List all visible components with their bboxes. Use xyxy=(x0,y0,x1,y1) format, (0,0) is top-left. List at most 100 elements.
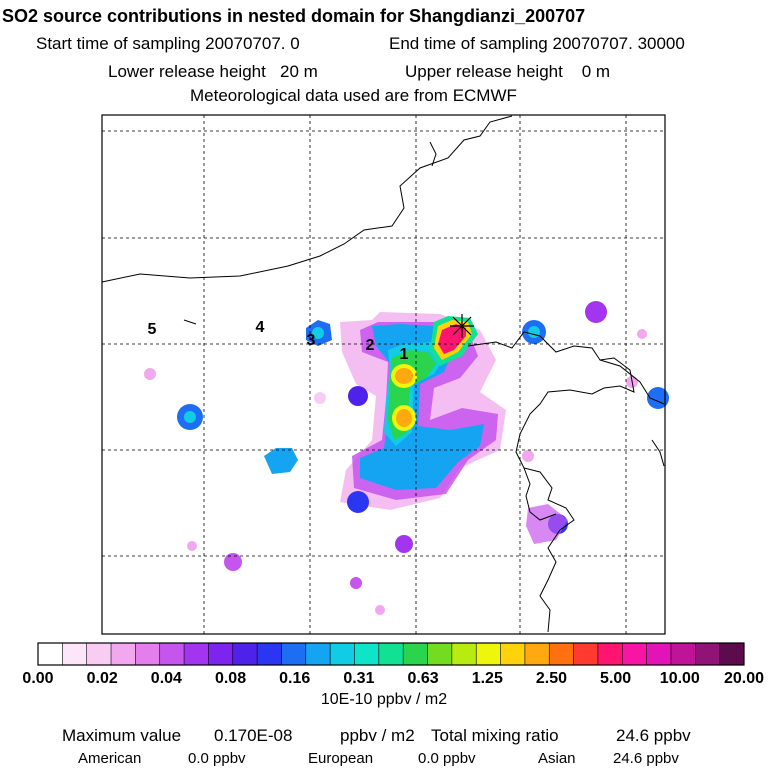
colorbar-swatch xyxy=(403,643,429,665)
speck-3 xyxy=(350,577,362,589)
speck-4 xyxy=(375,605,385,615)
colorbar-swatch xyxy=(135,643,161,665)
colorbar-swatch xyxy=(622,643,648,665)
graticule xyxy=(102,115,665,634)
coast-shandong xyxy=(523,467,557,521)
border-north xyxy=(101,115,513,283)
colorbar-swatch xyxy=(597,643,623,665)
border-west xyxy=(183,319,197,325)
start-time: Start time of sampling 20070707. 0 xyxy=(36,34,300,53)
colorbar-tick-label: 10.00 xyxy=(659,670,700,687)
border-ne xyxy=(429,141,437,167)
colorbar-swatch xyxy=(719,643,745,665)
colorbar-tick-label: 2.50 xyxy=(535,670,568,687)
colorbar-swatch xyxy=(354,643,380,665)
met-data-note: Meteorological data used are from ECMWF xyxy=(190,86,517,105)
colorbar-swatch xyxy=(38,643,63,665)
speck-8 xyxy=(522,450,534,462)
colorbar-swatch xyxy=(427,643,453,665)
colorbar xyxy=(37,642,745,666)
hotspot-orange-a xyxy=(395,368,413,384)
colorbar-tick-label: 0.16 xyxy=(279,670,311,687)
colorbar-tick-label: 1.25 xyxy=(471,670,503,687)
colorbar-swatch xyxy=(670,643,696,665)
colorbar-swatch xyxy=(232,643,258,665)
hotspot-sw-small xyxy=(224,553,242,571)
hotspot-west-core xyxy=(184,411,196,423)
colorbar-tick-label: 0.02 xyxy=(86,670,118,687)
colorbar-swatch xyxy=(549,643,575,665)
receptor-marker-icon xyxy=(450,314,474,338)
coastlines xyxy=(101,115,665,633)
hotspot-bottom xyxy=(395,535,413,553)
plume-mid xyxy=(360,324,484,490)
colorbar-swatch xyxy=(695,643,721,665)
colorbar-swatch xyxy=(330,643,355,665)
hotspot-orange-b xyxy=(396,409,412,427)
hotspot-shandong-halo xyxy=(526,504,568,544)
colorbar-swatch xyxy=(208,643,234,665)
european-label: European xyxy=(308,750,374,767)
european-value: 0.0 ppbv xyxy=(418,750,476,767)
speck-1 xyxy=(144,368,156,380)
hotspot-southwest xyxy=(264,448,298,474)
colorbar-units: 10E-10 ppbv / m2 xyxy=(320,691,448,708)
colorbar-swatch xyxy=(86,643,112,665)
coast-east xyxy=(651,439,665,467)
colorbar-swatch xyxy=(159,643,185,665)
colorbar-swatch xyxy=(111,643,136,665)
colorbar-swatch xyxy=(451,643,477,665)
hotspot-mid xyxy=(348,386,368,406)
colorbar-swatch xyxy=(184,643,209,665)
american-label: American xyxy=(78,750,142,767)
hotspot-ne-coast-core xyxy=(528,326,540,338)
map-frame xyxy=(101,114,666,635)
total-mixing-value: 24.6 ppbv xyxy=(616,726,691,745)
colorbar-swatch xyxy=(500,643,526,665)
colorbar-swatch xyxy=(573,643,599,665)
speck-5 xyxy=(314,392,326,404)
colorbar-tick-label: 20.00 xyxy=(723,670,765,687)
colorbar-swatch xyxy=(524,643,550,665)
region-label-5: 5 xyxy=(148,321,157,338)
max-value-label: Maximum value xyxy=(62,726,182,745)
hotspot-north xyxy=(585,301,607,323)
region-label-1: 1 xyxy=(400,346,409,363)
speck-2 xyxy=(187,541,197,551)
max-value-unit: ppbv / m2 xyxy=(340,726,415,745)
receptor-blob-hot xyxy=(438,324,466,354)
hotspot-label3-core xyxy=(312,327,324,339)
max-value: 0.170E-08 xyxy=(214,726,293,745)
region-label-4: 4 xyxy=(256,319,265,336)
asian-label: Asian xyxy=(538,750,576,767)
upper-release-height: Upper release height 0 m xyxy=(405,62,611,81)
colorbar-swatch xyxy=(305,643,331,665)
colorbar-tick-label: 0.00 xyxy=(22,670,54,687)
hotspot-south xyxy=(347,491,369,513)
colorbar-tick-label: 0.31 xyxy=(343,670,375,687)
speck-7 xyxy=(637,329,647,339)
end-time: End time of sampling 20070707. 30000 xyxy=(389,34,685,53)
colorbar-tick-label: 0.63 xyxy=(407,670,439,687)
colorbar-tick-label: 5.00 xyxy=(600,670,632,687)
lower-release-height: Lower release height 20 m xyxy=(108,62,318,81)
coast-bohai xyxy=(467,331,635,633)
colorbar-swatch xyxy=(476,643,502,665)
region-label-3: 3 xyxy=(307,332,316,349)
coast-liaodong xyxy=(599,359,665,405)
colorbar-swatch xyxy=(646,643,672,665)
plot-title: SO2 source contributions in nested domai… xyxy=(2,6,586,26)
asian-value: 24.6 ppbv xyxy=(613,750,679,767)
colorbar-swatch xyxy=(257,643,282,665)
region-label-2: 2 xyxy=(366,337,375,354)
american-value: 0.0 ppbv xyxy=(188,750,246,767)
total-mixing-label: Total mixing ratio xyxy=(431,726,559,745)
colorbar-swatch xyxy=(281,643,307,665)
colorbar-frame xyxy=(37,642,745,666)
colorbar-tick-label: 0.08 xyxy=(214,670,247,687)
colorbar-swatch xyxy=(62,643,88,665)
colorbar-swatch xyxy=(378,643,404,665)
colorbar-tick-label: 0.04 xyxy=(150,670,182,687)
plume-field xyxy=(144,301,669,615)
